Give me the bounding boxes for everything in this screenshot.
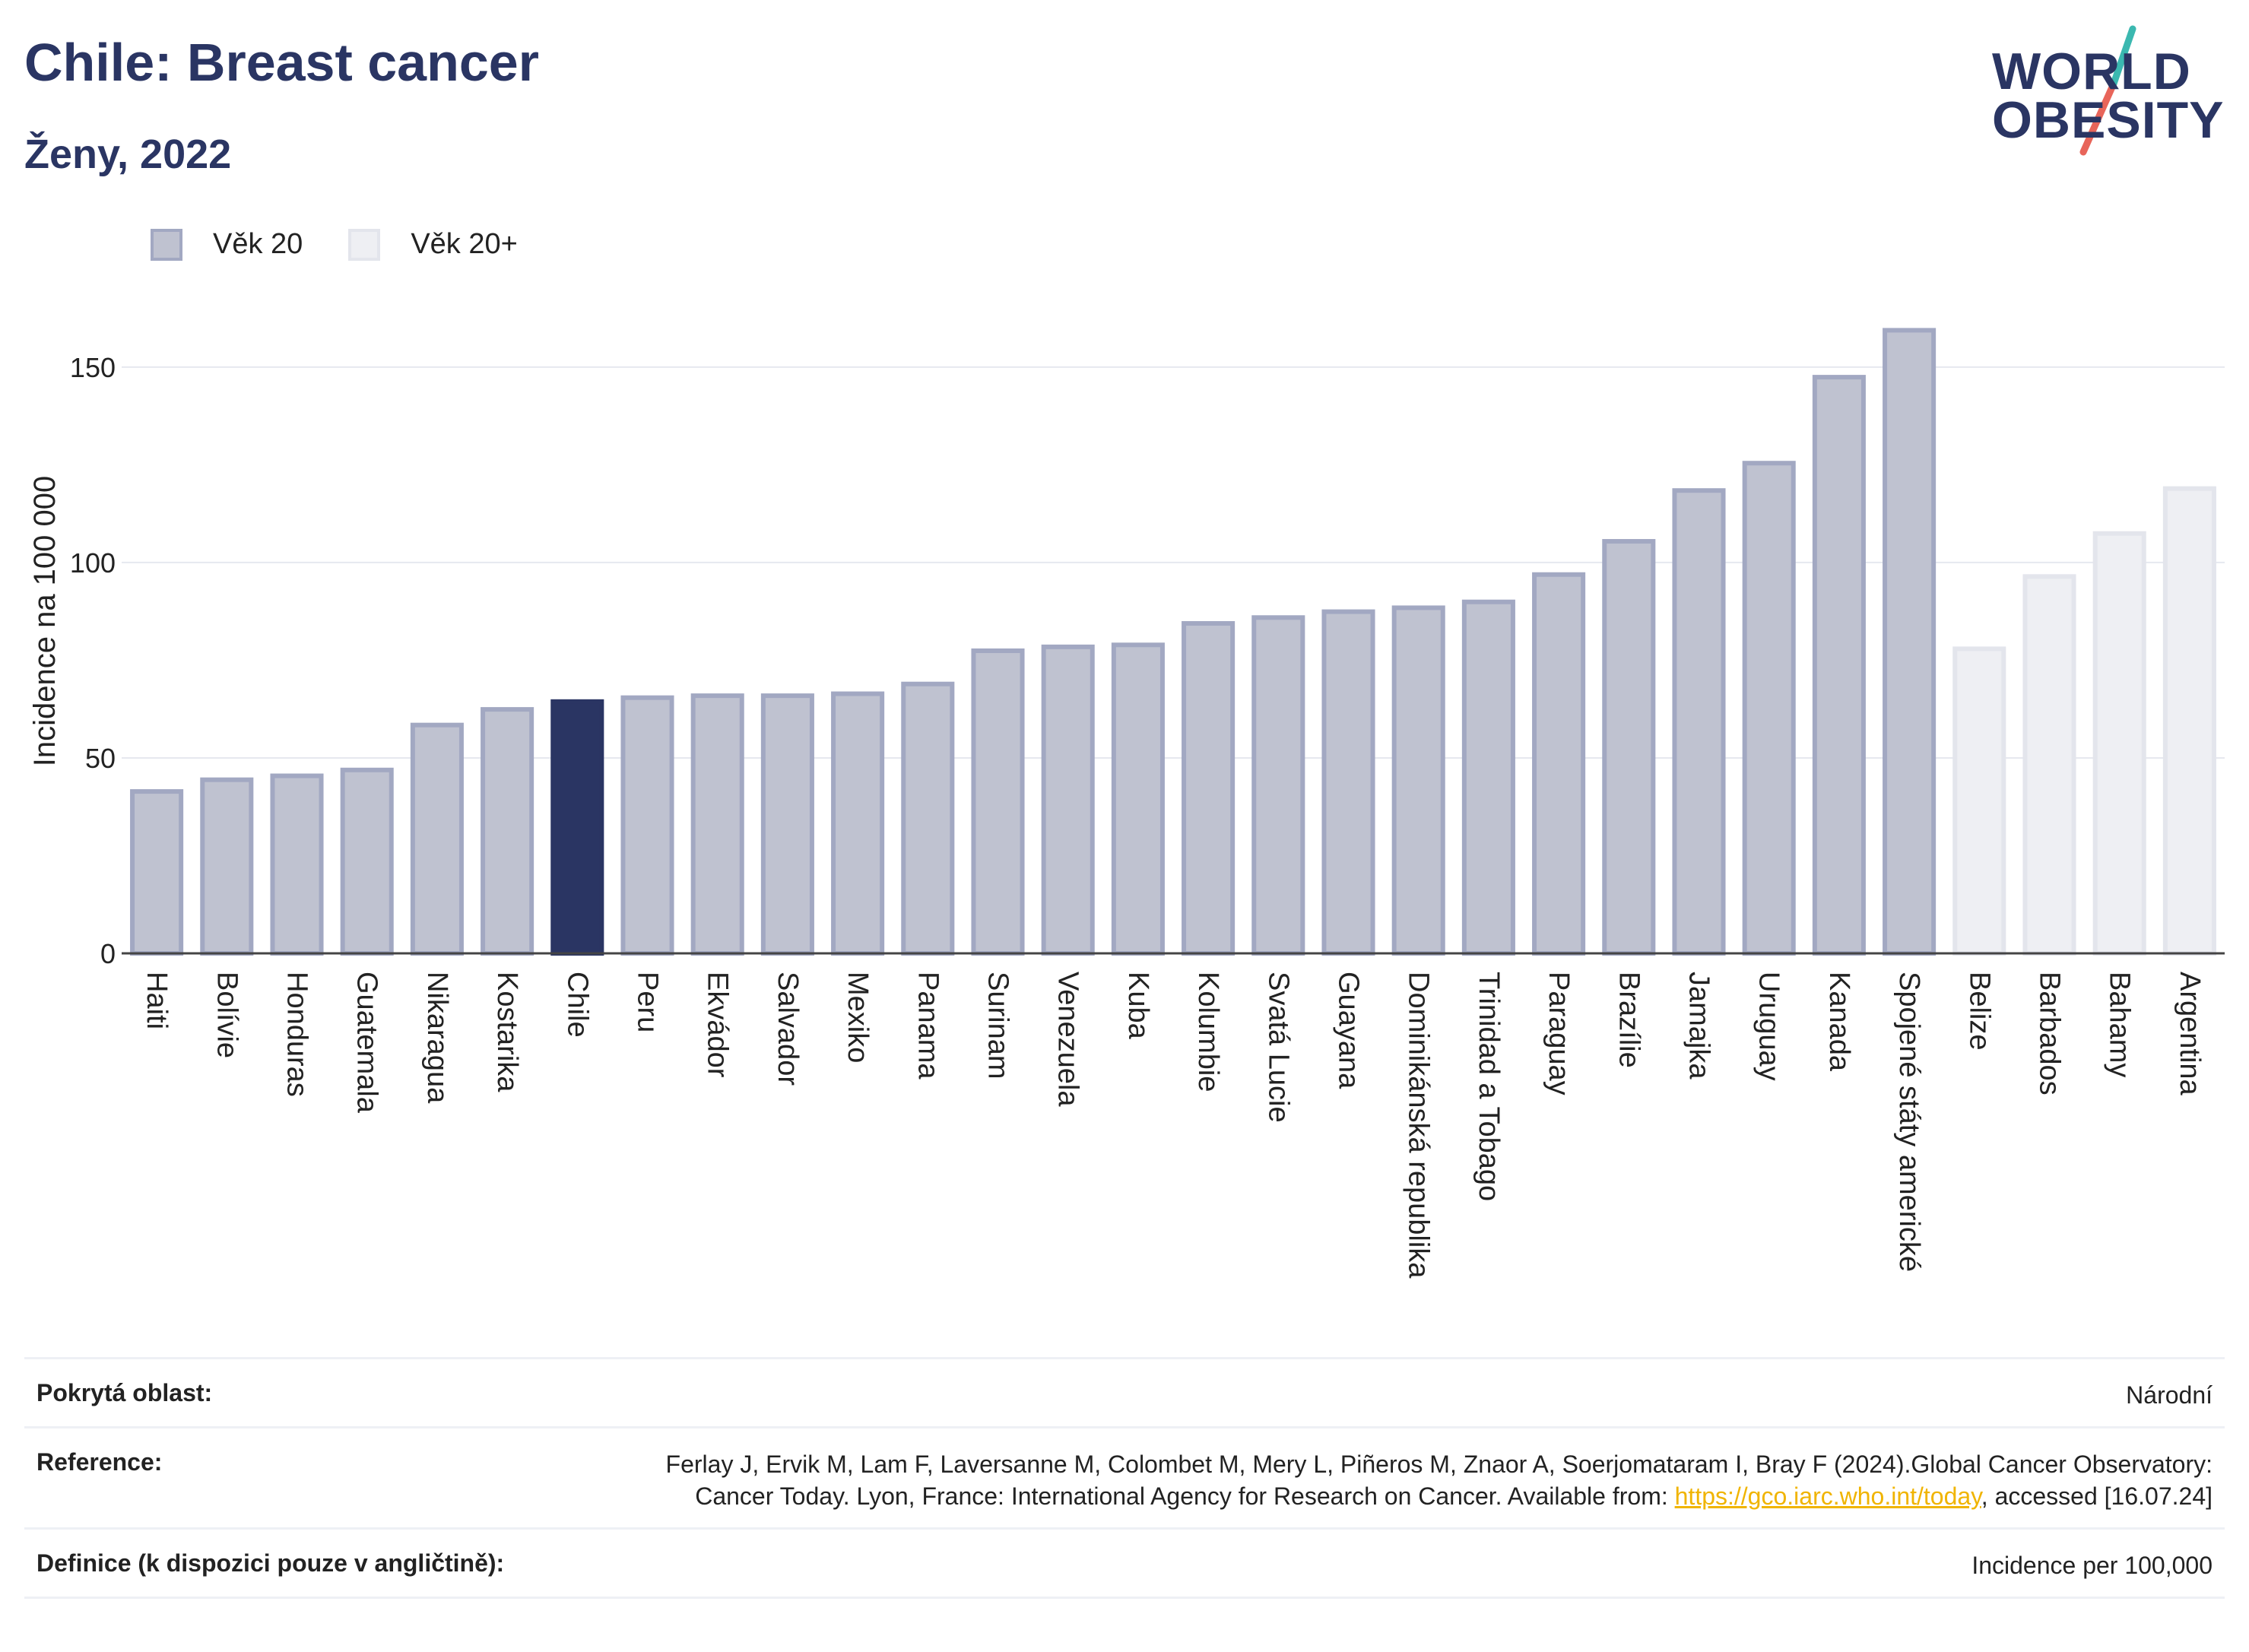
x-tick-label: Panama (912, 972, 944, 1080)
bar-guatemala (340, 767, 394, 956)
x-tick-label: Haiti (141, 972, 173, 1029)
reference-link[interactable]: https://gco.iarc.who.int/today (1674, 1482, 1981, 1510)
bar-dominikánská-republika (1391, 605, 1445, 956)
bar-bahamy (2092, 531, 2146, 956)
definition-value: Incidence per 100,000 (1971, 1552, 2213, 1579)
coverage-label: Pokrytá oblast: (36, 1379, 213, 1406)
bar-panama (901, 681, 955, 956)
page-title: Chile: Breast cancer (24, 33, 539, 92)
reference-value: Ferlay J, Ervik M, Lam F, Laversanne M, … (646, 1448, 2213, 1512)
footer-row-coverage: Pokrytá oblast: Národní (24, 1357, 2225, 1426)
bar-haiti (130, 789, 184, 956)
logo-word-world: WORLD (1992, 43, 2191, 100)
x-tick-label: Chile (561, 972, 593, 1038)
x-tick-label: Mexiko (842, 972, 874, 1063)
bar-trinidad-a-tobago (1461, 599, 1515, 956)
bar-surinam (971, 648, 1025, 956)
legend-label-vek20plus: Věk 20+ (411, 228, 518, 260)
x-tick-label: Bolívie (211, 972, 243, 1058)
bar-paraguay (1532, 572, 1586, 956)
coverage-value: Národní (2126, 1381, 2213, 1409)
world-obesity-logo: WORLD OBESITY (1977, 23, 2235, 160)
y-tick-label: 50 (85, 743, 116, 774)
x-tick-label: Guatemala (351, 972, 383, 1114)
y-tick-label: 100 (70, 547, 116, 579)
bar-spojené-státy-americké (1883, 328, 1937, 956)
x-tick-label: Spojené státy americké (1893, 972, 1925, 1272)
x-tick-label: Peru (632, 972, 664, 1032)
x-tick-label: Salvador (772, 972, 804, 1086)
bar-nikaragua (410, 722, 464, 956)
reference-suffix: , accessed [16.07.24] (1981, 1482, 2213, 1510)
bar-kostarika (481, 707, 534, 956)
x-tick-label: Dominikánská republika (1403, 972, 1435, 1279)
x-tick-label: Kostarika (491, 972, 523, 1092)
definition-label: Definice (k dispozici pouze v angličtině… (36, 1549, 505, 1577)
x-tick-label: Kanada (1823, 972, 1855, 1072)
bar-honduras (270, 773, 324, 956)
bar-salvador (760, 693, 814, 956)
page-subtitle: Ženy, 2022 (24, 132, 232, 177)
chart-legend: Věk 20 Věk 20+ (151, 228, 563, 261)
bar-venezuela (1041, 644, 1095, 956)
bar-guayana (1321, 609, 1375, 956)
bar-chart: 0 50 100 150 Incidence na 100 000 Haiti Bolívi… (28, 328, 2225, 1279)
legend-label-vek20: Věk 20 (213, 228, 303, 260)
x-tick-label: Paraguay (1543, 972, 1575, 1096)
legend-swatch-vek20plus (348, 228, 381, 261)
bar-kanada (1812, 375, 1866, 956)
x-tick-label: Brazílie (1613, 972, 1645, 1068)
chart-footer: Pokrytá oblast: Národní Reference: Ferla… (24, 1357, 2225, 1599)
x-tick-label: Barbados (2034, 972, 2066, 1096)
x-tick-label: Bahamy (2104, 972, 2136, 1077)
bar-barbados (2022, 574, 2076, 956)
bar-ekvádor (690, 693, 744, 956)
bar-jamajka (1672, 488, 1726, 956)
x-tick-label: Argentina (2174, 972, 2206, 1096)
x-tick-label: Surinam (982, 972, 1014, 1080)
x-tick-label: Nikaragua (421, 972, 453, 1104)
bar-uruguay (1742, 461, 1796, 956)
x-tick-label: Kuba (1122, 972, 1154, 1040)
bar-kolumbie (1182, 621, 1236, 956)
x-tick-label: Kolumbie (1192, 972, 1224, 1092)
reference-label: Reference: (36, 1448, 163, 1476)
bar-kuba (1111, 642, 1165, 956)
x-tick-label: Trinidad a Tobago (1473, 972, 1505, 1201)
logo-word-obesity: OBESITY (1992, 91, 2225, 149)
bar-peru (620, 695, 674, 956)
footer-row-reference: Reference: Ferlay J, Ervik M, Lam F, Lav… (24, 1426, 2225, 1527)
bar-svatá-lucie (1251, 615, 1305, 956)
legend-item-vek20[interactable]: Věk 20 (151, 228, 303, 261)
y-axis-label: Incidence na 100 000 (28, 476, 62, 767)
reference-text: Ferlay J, Ervik M, Lam F, Laversanne M, … (665, 1451, 2213, 1510)
x-tick-label: Jamajka (1683, 972, 1715, 1080)
x-tick-label: Uruguay (1753, 972, 1785, 1081)
bar-bolívie (200, 777, 254, 956)
footer-row-definition: Definice (k dispozici pouze v angličtině… (24, 1527, 2225, 1599)
bar-argentina (2162, 486, 2216, 956)
bar-brazílie (1602, 539, 1656, 956)
bar-chile (550, 699, 604, 956)
y-tick-label: 0 (100, 938, 116, 969)
x-tick-label: Belize (1963, 972, 1995, 1051)
logo-slash-icon (2079, 25, 2136, 156)
legend-swatch-vek20 (151, 228, 182, 261)
x-tick-label: Guayana (1333, 972, 1365, 1089)
x-tick-label: Venezuela (1052, 972, 1084, 1107)
bar-mexiko (831, 691, 885, 956)
legend-item-vek20plus[interactable]: Věk 20+ (348, 228, 518, 261)
x-tick-label: Svatá Lucie (1262, 972, 1294, 1123)
x-tick-label: Honduras (281, 972, 313, 1097)
y-tick-label: 150 (70, 352, 116, 383)
x-tick-label: Ekvádor (702, 972, 734, 1078)
bar-belize (1952, 646, 2006, 956)
